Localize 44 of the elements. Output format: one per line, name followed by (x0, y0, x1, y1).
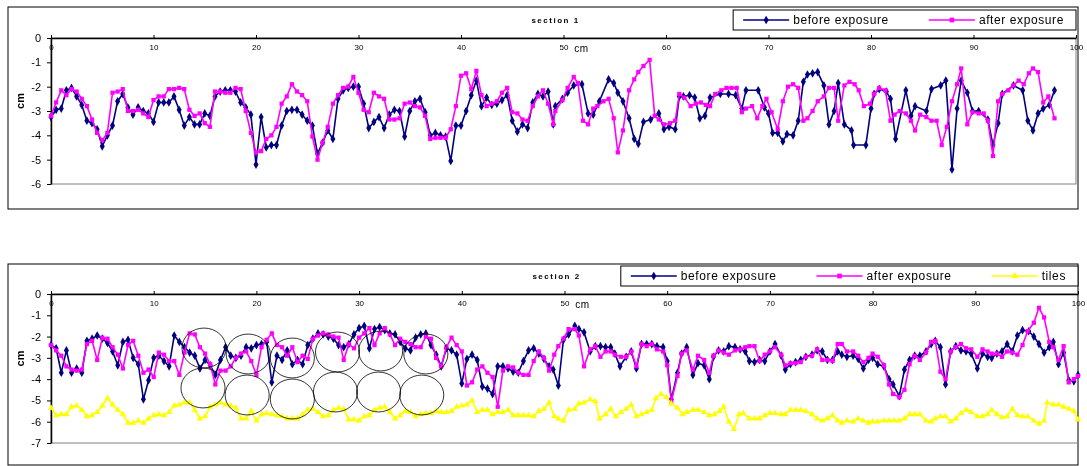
x-tick-label: 80 (867, 42, 877, 52)
legend-label: before exposure (793, 13, 889, 27)
x-tick-label: 30 (355, 298, 365, 308)
chart-title: section 1 (531, 16, 580, 25)
y-tick-label: -2 (31, 330, 41, 343)
x-tick-label: 10 (149, 42, 159, 52)
x-tick-label: 70 (765, 298, 776, 308)
y-tick-label: -6 (31, 178, 41, 191)
x-tick-label: 60 (663, 298, 673, 308)
y-tick-label: -5 (31, 153, 41, 166)
y-tick-label: -3 (31, 105, 41, 118)
legend-label: after exposure (866, 269, 952, 283)
y-tick-label: -1 (31, 56, 41, 69)
x-tick-label: 90 (969, 42, 979, 52)
legend-label: before exposure (680, 269, 777, 283)
x-tick-label: 40 (457, 42, 467, 52)
x-tick-label: 10 (149, 298, 160, 308)
x-tick-label: 20 (252, 42, 262, 52)
x-tick-label: 100 (1071, 298, 1086, 308)
x-axis-title: cm (575, 299, 590, 310)
x-tick-label: 60 (662, 42, 672, 52)
x-tick-label: 40 (457, 298, 468, 308)
x-axis-title: cm (574, 43, 589, 54)
y-tick-label: -1 (31, 309, 41, 322)
x-tick-label: 50 (560, 298, 570, 308)
x-tick-label: 30 (354, 42, 364, 52)
y-tick-label: -3 (31, 351, 41, 364)
y-axis-title: cm (14, 92, 26, 109)
x-tick-label: 80 (868, 298, 879, 308)
legend-label: after exposure (978, 13, 1064, 27)
y-tick-label: -2 (31, 80, 41, 93)
x-tick-label: 50 (559, 42, 569, 52)
y-tick-label: -4 (31, 373, 41, 386)
x-tick-label: 20 (252, 298, 262, 308)
legend-label: tiles (1041, 269, 1066, 283)
y-tick-label: -5 (31, 394, 41, 407)
chart-title: section 2 (532, 272, 581, 281)
y-tick-label: -4 (31, 129, 41, 142)
y-axis-title: cm (14, 350, 26, 367)
y-tick-label: -7 (31, 437, 41, 450)
x-tick-label: 100 (1069, 42, 1084, 52)
y-tick-label: -6 (31, 415, 41, 428)
x-tick-label: 90 (971, 298, 981, 308)
x-tick-label: 70 (764, 42, 774, 52)
